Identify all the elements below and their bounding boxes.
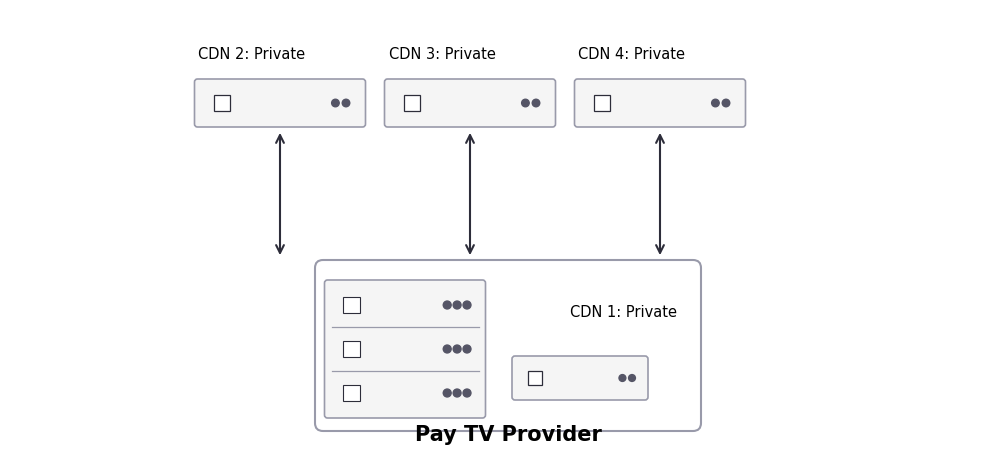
Circle shape (443, 345, 451, 353)
Bar (594, 95, 610, 111)
Text: CDN 1: Private: CDN 1: Private (570, 305, 677, 320)
Circle shape (453, 301, 461, 309)
Circle shape (453, 345, 461, 353)
Circle shape (712, 99, 719, 107)
Bar (404, 95, 420, 111)
Circle shape (722, 99, 730, 107)
FancyBboxPatch shape (315, 260, 701, 431)
Bar (343, 385, 360, 401)
Circle shape (619, 374, 626, 382)
Text: CDN 2: Private: CDN 2: Private (198, 47, 305, 62)
Text: CDN 3: Private: CDN 3: Private (389, 47, 496, 62)
Circle shape (443, 389, 451, 397)
Circle shape (443, 301, 451, 309)
Circle shape (463, 301, 471, 309)
FancyBboxPatch shape (574, 79, 746, 127)
FancyBboxPatch shape (512, 356, 648, 400)
Bar (528, 371, 542, 385)
Text: Pay TV Provider: Pay TV Provider (415, 425, 601, 445)
Circle shape (463, 389, 471, 397)
Bar (343, 297, 360, 313)
Bar (214, 95, 230, 111)
Circle shape (522, 99, 529, 107)
Circle shape (532, 99, 540, 107)
Circle shape (629, 374, 635, 382)
Circle shape (332, 99, 339, 107)
FancyBboxPatch shape (324, 280, 486, 418)
Bar (343, 341, 360, 357)
Circle shape (342, 99, 350, 107)
Circle shape (463, 345, 471, 353)
FancyBboxPatch shape (384, 79, 556, 127)
Circle shape (453, 389, 461, 397)
Text: CDN 4: Private: CDN 4: Private (578, 47, 685, 62)
FancyBboxPatch shape (194, 79, 366, 127)
